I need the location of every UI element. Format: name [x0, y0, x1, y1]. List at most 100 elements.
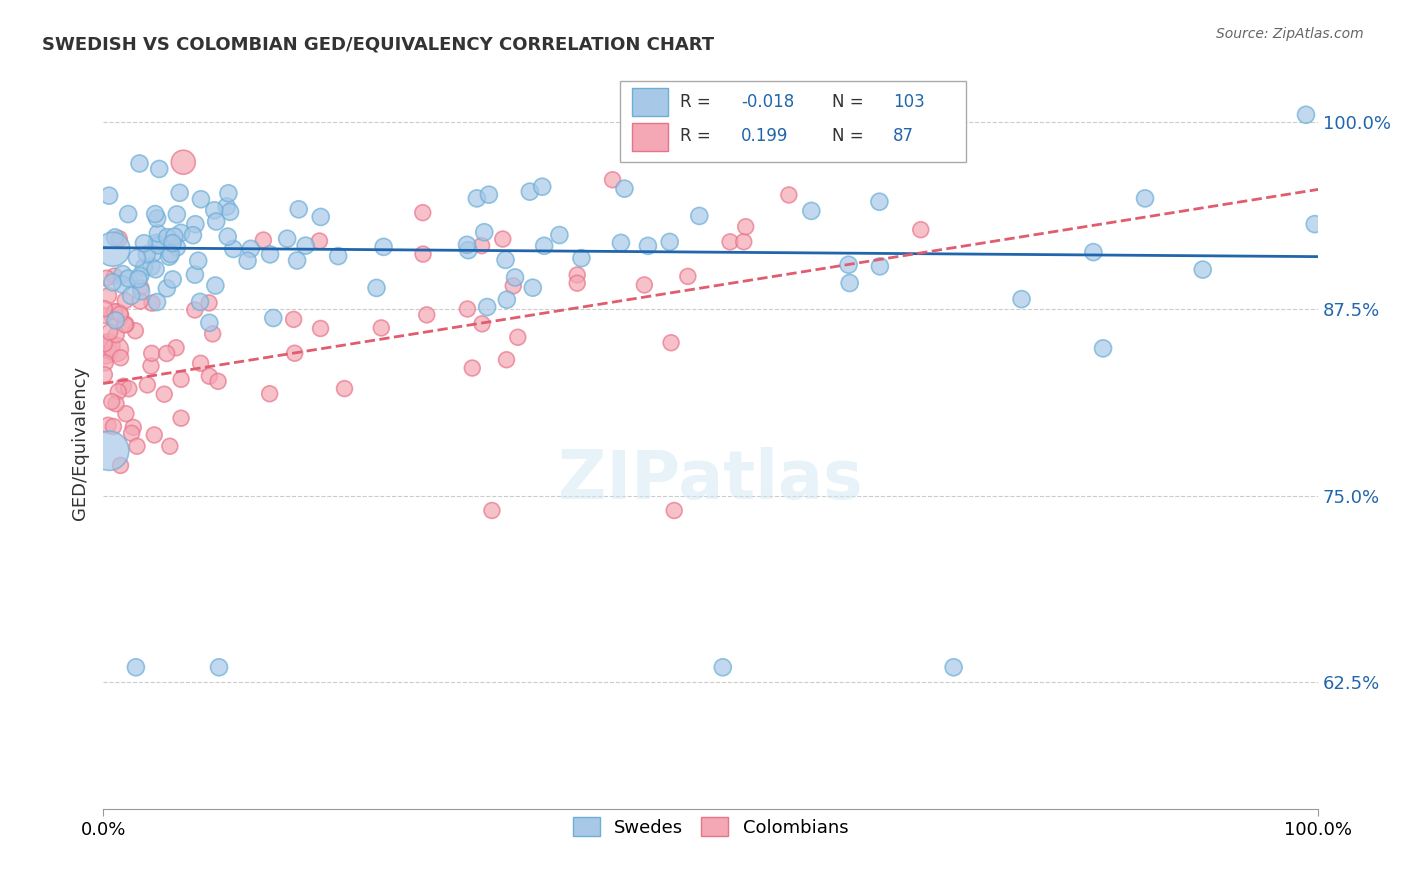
Point: [111, 277, 134, 292]
Point: [121, 426, 143, 441]
Point: [132, 260, 155, 275]
Point: [262, 311, 284, 326]
Point: [259, 386, 281, 401]
Point: [495, 252, 517, 267]
Point: [284, 346, 307, 360]
Point: [456, 237, 478, 252]
Point: [115, 407, 138, 421]
Point: [471, 238, 494, 252]
Point: [869, 260, 891, 274]
Point: [143, 207, 166, 221]
Point: [93, 301, 115, 316]
Point: [457, 243, 479, 257]
Text: SWEDISH VS COLOMBIAN GED/EQUIVALENCY CORRELATION CHART: SWEDISH VS COLOMBIAN GED/EQUIVALENCY COR…: [42, 36, 714, 54]
Point: [108, 232, 131, 246]
Point: [141, 247, 163, 261]
Point: [98, 325, 121, 339]
Point: [1083, 245, 1105, 260]
Point: [215, 200, 238, 214]
Text: N =: N =: [832, 127, 863, 145]
Point: [93, 337, 115, 351]
Point: [117, 271, 139, 285]
Point: [145, 262, 167, 277]
Point: [838, 276, 860, 290]
Point: [143, 428, 166, 442]
Point: [125, 251, 148, 265]
Point: [146, 227, 169, 241]
Text: -0.018: -0.018: [741, 93, 794, 111]
Point: [125, 660, 148, 674]
Point: [145, 235, 167, 250]
Point: [160, 247, 183, 261]
Point: [276, 232, 298, 246]
Point: [502, 278, 524, 293]
Point: [94, 356, 117, 370]
Point: [148, 238, 170, 252]
Point: [115, 318, 138, 332]
Point: [98, 443, 121, 458]
Point: [129, 280, 152, 294]
Point: [711, 660, 734, 674]
Point: [219, 204, 242, 219]
Point: [111, 267, 134, 281]
Point: [170, 372, 193, 386]
Point: [153, 387, 176, 401]
Point: [456, 301, 478, 316]
Point: [141, 346, 163, 360]
Point: [1191, 262, 1213, 277]
Point: [461, 361, 484, 376]
Point: [506, 330, 529, 344]
Point: [117, 207, 139, 221]
Point: [198, 316, 221, 330]
Point: [633, 277, 655, 292]
Point: [190, 356, 212, 370]
Point: [217, 229, 239, 244]
Point: [1133, 191, 1156, 205]
Point: [208, 660, 231, 674]
Point: [146, 295, 169, 310]
Point: [676, 269, 699, 284]
Point: [120, 289, 142, 303]
Point: [190, 192, 212, 206]
Point: [778, 188, 800, 202]
Point: [416, 308, 439, 322]
Text: ZIPatlas: ZIPatlas: [558, 447, 863, 513]
Point: [688, 209, 710, 223]
FancyBboxPatch shape: [631, 123, 668, 151]
Point: [187, 253, 209, 268]
Point: [548, 227, 571, 242]
Point: [204, 278, 226, 293]
Point: [333, 382, 356, 396]
Point: [239, 242, 262, 256]
Point: [104, 313, 127, 327]
Point: [162, 272, 184, 286]
Point: [110, 458, 132, 473]
Point: [294, 238, 316, 252]
Point: [139, 359, 162, 373]
Point: [522, 281, 544, 295]
Point: [567, 276, 589, 290]
Point: [166, 207, 188, 221]
Point: [1303, 217, 1326, 231]
Point: [287, 202, 309, 217]
Point: [98, 188, 121, 202]
Point: [156, 346, 179, 360]
Point: [283, 312, 305, 326]
Point: [181, 228, 204, 243]
Point: [503, 270, 526, 285]
Point: [217, 186, 239, 201]
Point: [103, 419, 125, 434]
Point: [308, 234, 330, 248]
Point: [93, 309, 115, 323]
Legend: Swedes, Colombians: Swedes, Colombians: [565, 810, 856, 844]
Point: [94, 344, 117, 359]
Point: [252, 233, 274, 247]
Point: [471, 317, 494, 331]
Point: [110, 351, 132, 365]
Point: [108, 307, 131, 321]
Point: [492, 232, 515, 246]
Point: [495, 352, 517, 367]
Point: [105, 309, 128, 323]
Point: [146, 211, 169, 226]
Point: [100, 394, 122, 409]
